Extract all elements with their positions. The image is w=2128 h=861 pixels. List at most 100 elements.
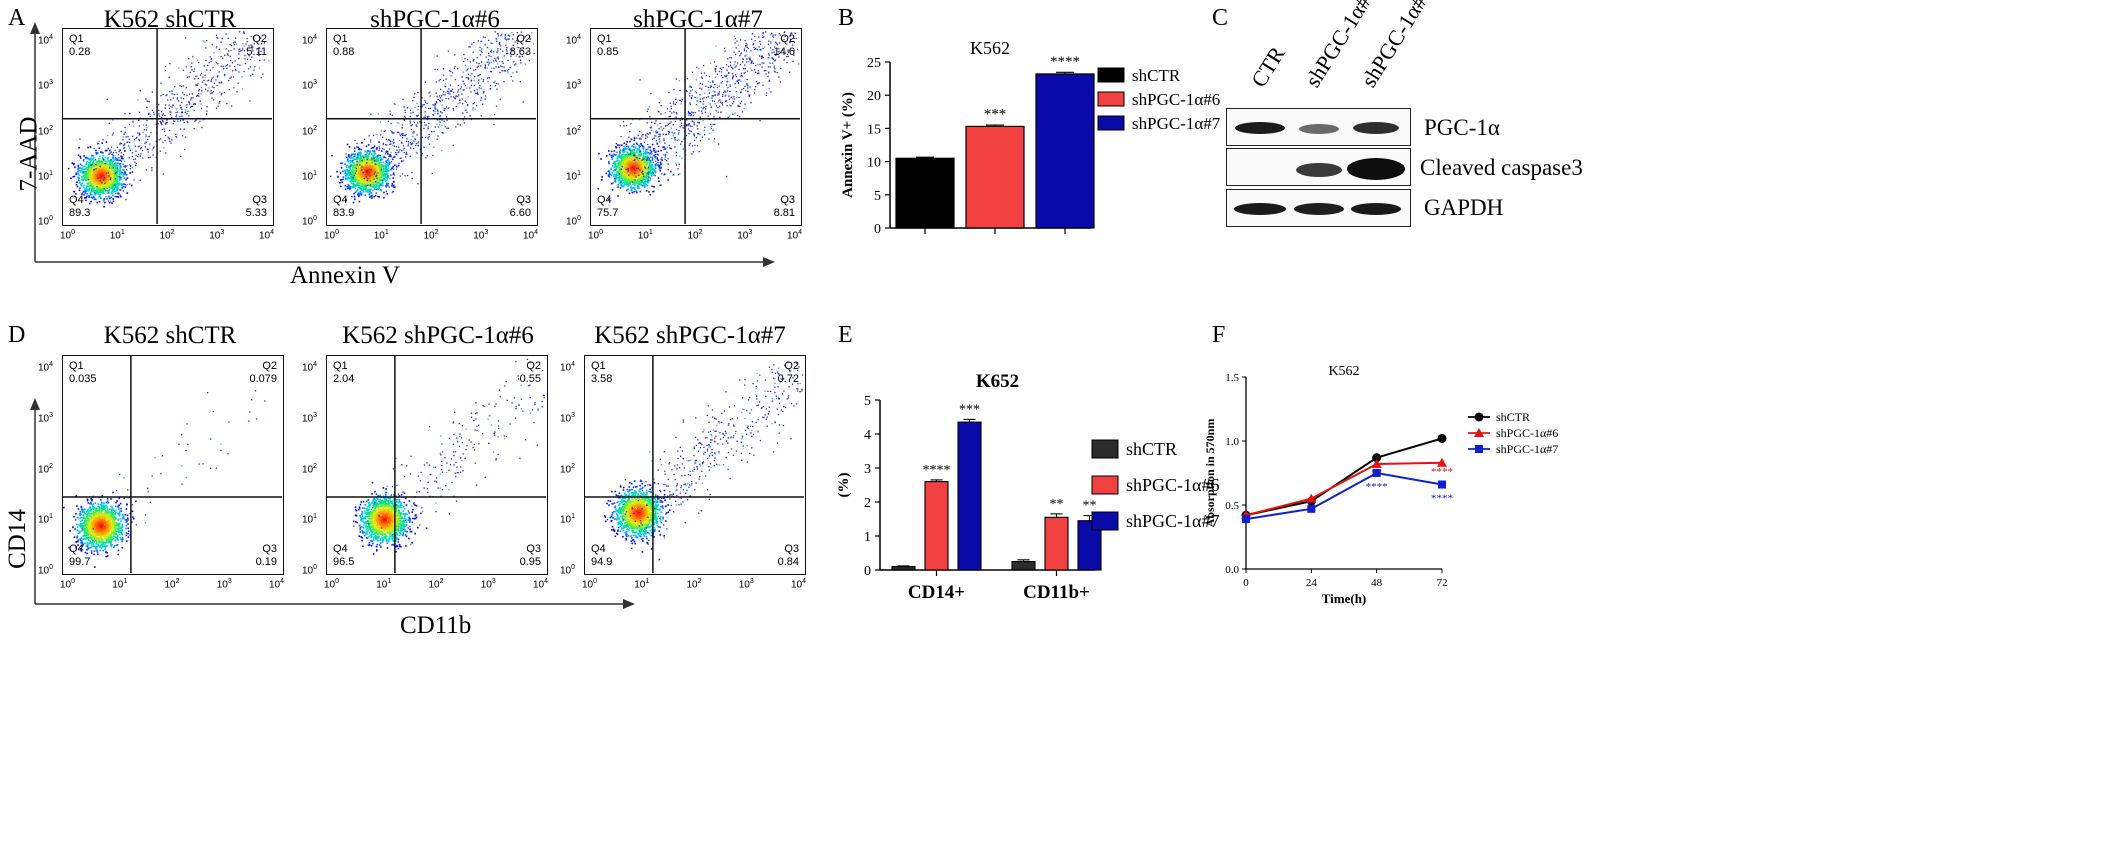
flow-event xyxy=(423,116,425,118)
flow-event xyxy=(370,172,373,175)
flow-event xyxy=(360,182,362,185)
flow-event xyxy=(450,75,452,77)
flow-event xyxy=(110,177,112,179)
flow-event xyxy=(457,123,459,125)
flow-event xyxy=(370,161,373,163)
flow-event xyxy=(417,142,419,144)
flow-event xyxy=(488,77,490,79)
flow-event xyxy=(425,136,427,139)
flow-event xyxy=(138,145,141,147)
flow-event xyxy=(186,94,188,97)
flow-event xyxy=(107,147,110,150)
flow-event xyxy=(432,154,434,157)
flow-event xyxy=(147,157,150,159)
flow-event xyxy=(381,158,383,161)
flow-event xyxy=(502,62,504,64)
flow-event xyxy=(378,148,381,150)
flow-event xyxy=(358,172,361,174)
flow-event xyxy=(620,170,623,173)
flow-event xyxy=(249,100,251,102)
flow-event xyxy=(353,195,356,198)
flow-event xyxy=(87,172,90,174)
flow-event xyxy=(185,37,187,39)
flow-event xyxy=(88,158,90,161)
flow-event xyxy=(87,146,89,149)
flow-event xyxy=(162,113,164,115)
flow-event xyxy=(191,93,193,95)
flow-event xyxy=(503,70,505,72)
flow-event xyxy=(125,174,128,176)
flow-event xyxy=(372,176,374,179)
flow-event xyxy=(163,130,166,132)
flow-event xyxy=(98,174,101,176)
flow-event xyxy=(497,48,499,50)
flow-event xyxy=(344,188,347,191)
flow-event xyxy=(110,151,112,153)
flow-event xyxy=(641,172,643,174)
flow-event xyxy=(211,92,213,94)
flow-event xyxy=(350,175,353,178)
flow-event xyxy=(92,174,94,177)
flow-event xyxy=(353,174,355,176)
flow-event xyxy=(385,138,387,140)
flow-event xyxy=(139,179,141,181)
flow-event xyxy=(346,173,348,176)
flow-event xyxy=(218,71,220,73)
flow-event xyxy=(358,179,361,182)
flow-event xyxy=(514,64,516,66)
flow-event xyxy=(635,142,638,145)
flow-event xyxy=(90,171,92,174)
flow-event xyxy=(386,182,388,184)
flow-event xyxy=(106,169,108,172)
flow-event xyxy=(374,170,376,172)
flow-event xyxy=(175,111,177,114)
flow-event xyxy=(465,101,468,104)
flow-event xyxy=(78,174,81,177)
flow-event xyxy=(244,54,246,57)
flow-event xyxy=(119,177,122,180)
flow-event xyxy=(371,157,373,159)
flow-event xyxy=(375,148,377,150)
flow-event xyxy=(223,68,225,70)
flow-event xyxy=(115,164,118,166)
flow-event xyxy=(489,87,492,90)
flow-event xyxy=(123,177,126,179)
flow-event xyxy=(109,181,111,183)
flow-event xyxy=(119,170,121,172)
flow-event xyxy=(429,91,431,93)
flow-event xyxy=(126,177,129,179)
flow-event xyxy=(111,174,113,177)
flow-event xyxy=(101,173,104,175)
flow-event xyxy=(171,139,173,141)
quadrant-label-q1: Q1 0.88 xyxy=(333,33,355,58)
flow-event xyxy=(371,195,373,197)
flow-event xyxy=(117,182,120,185)
flow-event xyxy=(75,172,78,174)
flow-event xyxy=(92,157,95,159)
flow-event xyxy=(354,198,356,201)
flow-event xyxy=(138,134,140,136)
flow-event xyxy=(103,188,105,190)
flow-event xyxy=(401,173,404,175)
flow-event xyxy=(170,111,172,113)
flow-event xyxy=(428,92,430,94)
flow-event xyxy=(424,81,426,83)
flow-event xyxy=(105,170,107,173)
flow-event xyxy=(345,153,347,155)
flow-event xyxy=(103,198,105,201)
flow-event xyxy=(361,158,364,160)
flow-event xyxy=(432,104,434,106)
flow-event xyxy=(390,143,392,145)
flow-event xyxy=(89,160,92,163)
flow-event xyxy=(651,163,653,166)
flow-event xyxy=(388,155,390,158)
flow-event xyxy=(373,195,375,198)
flow-event xyxy=(158,103,160,106)
flow-event xyxy=(94,177,96,180)
flow-event xyxy=(472,107,474,109)
flow-event xyxy=(120,166,122,168)
flow-event xyxy=(368,163,371,165)
flow-event xyxy=(359,177,362,179)
flow-event xyxy=(150,131,152,134)
